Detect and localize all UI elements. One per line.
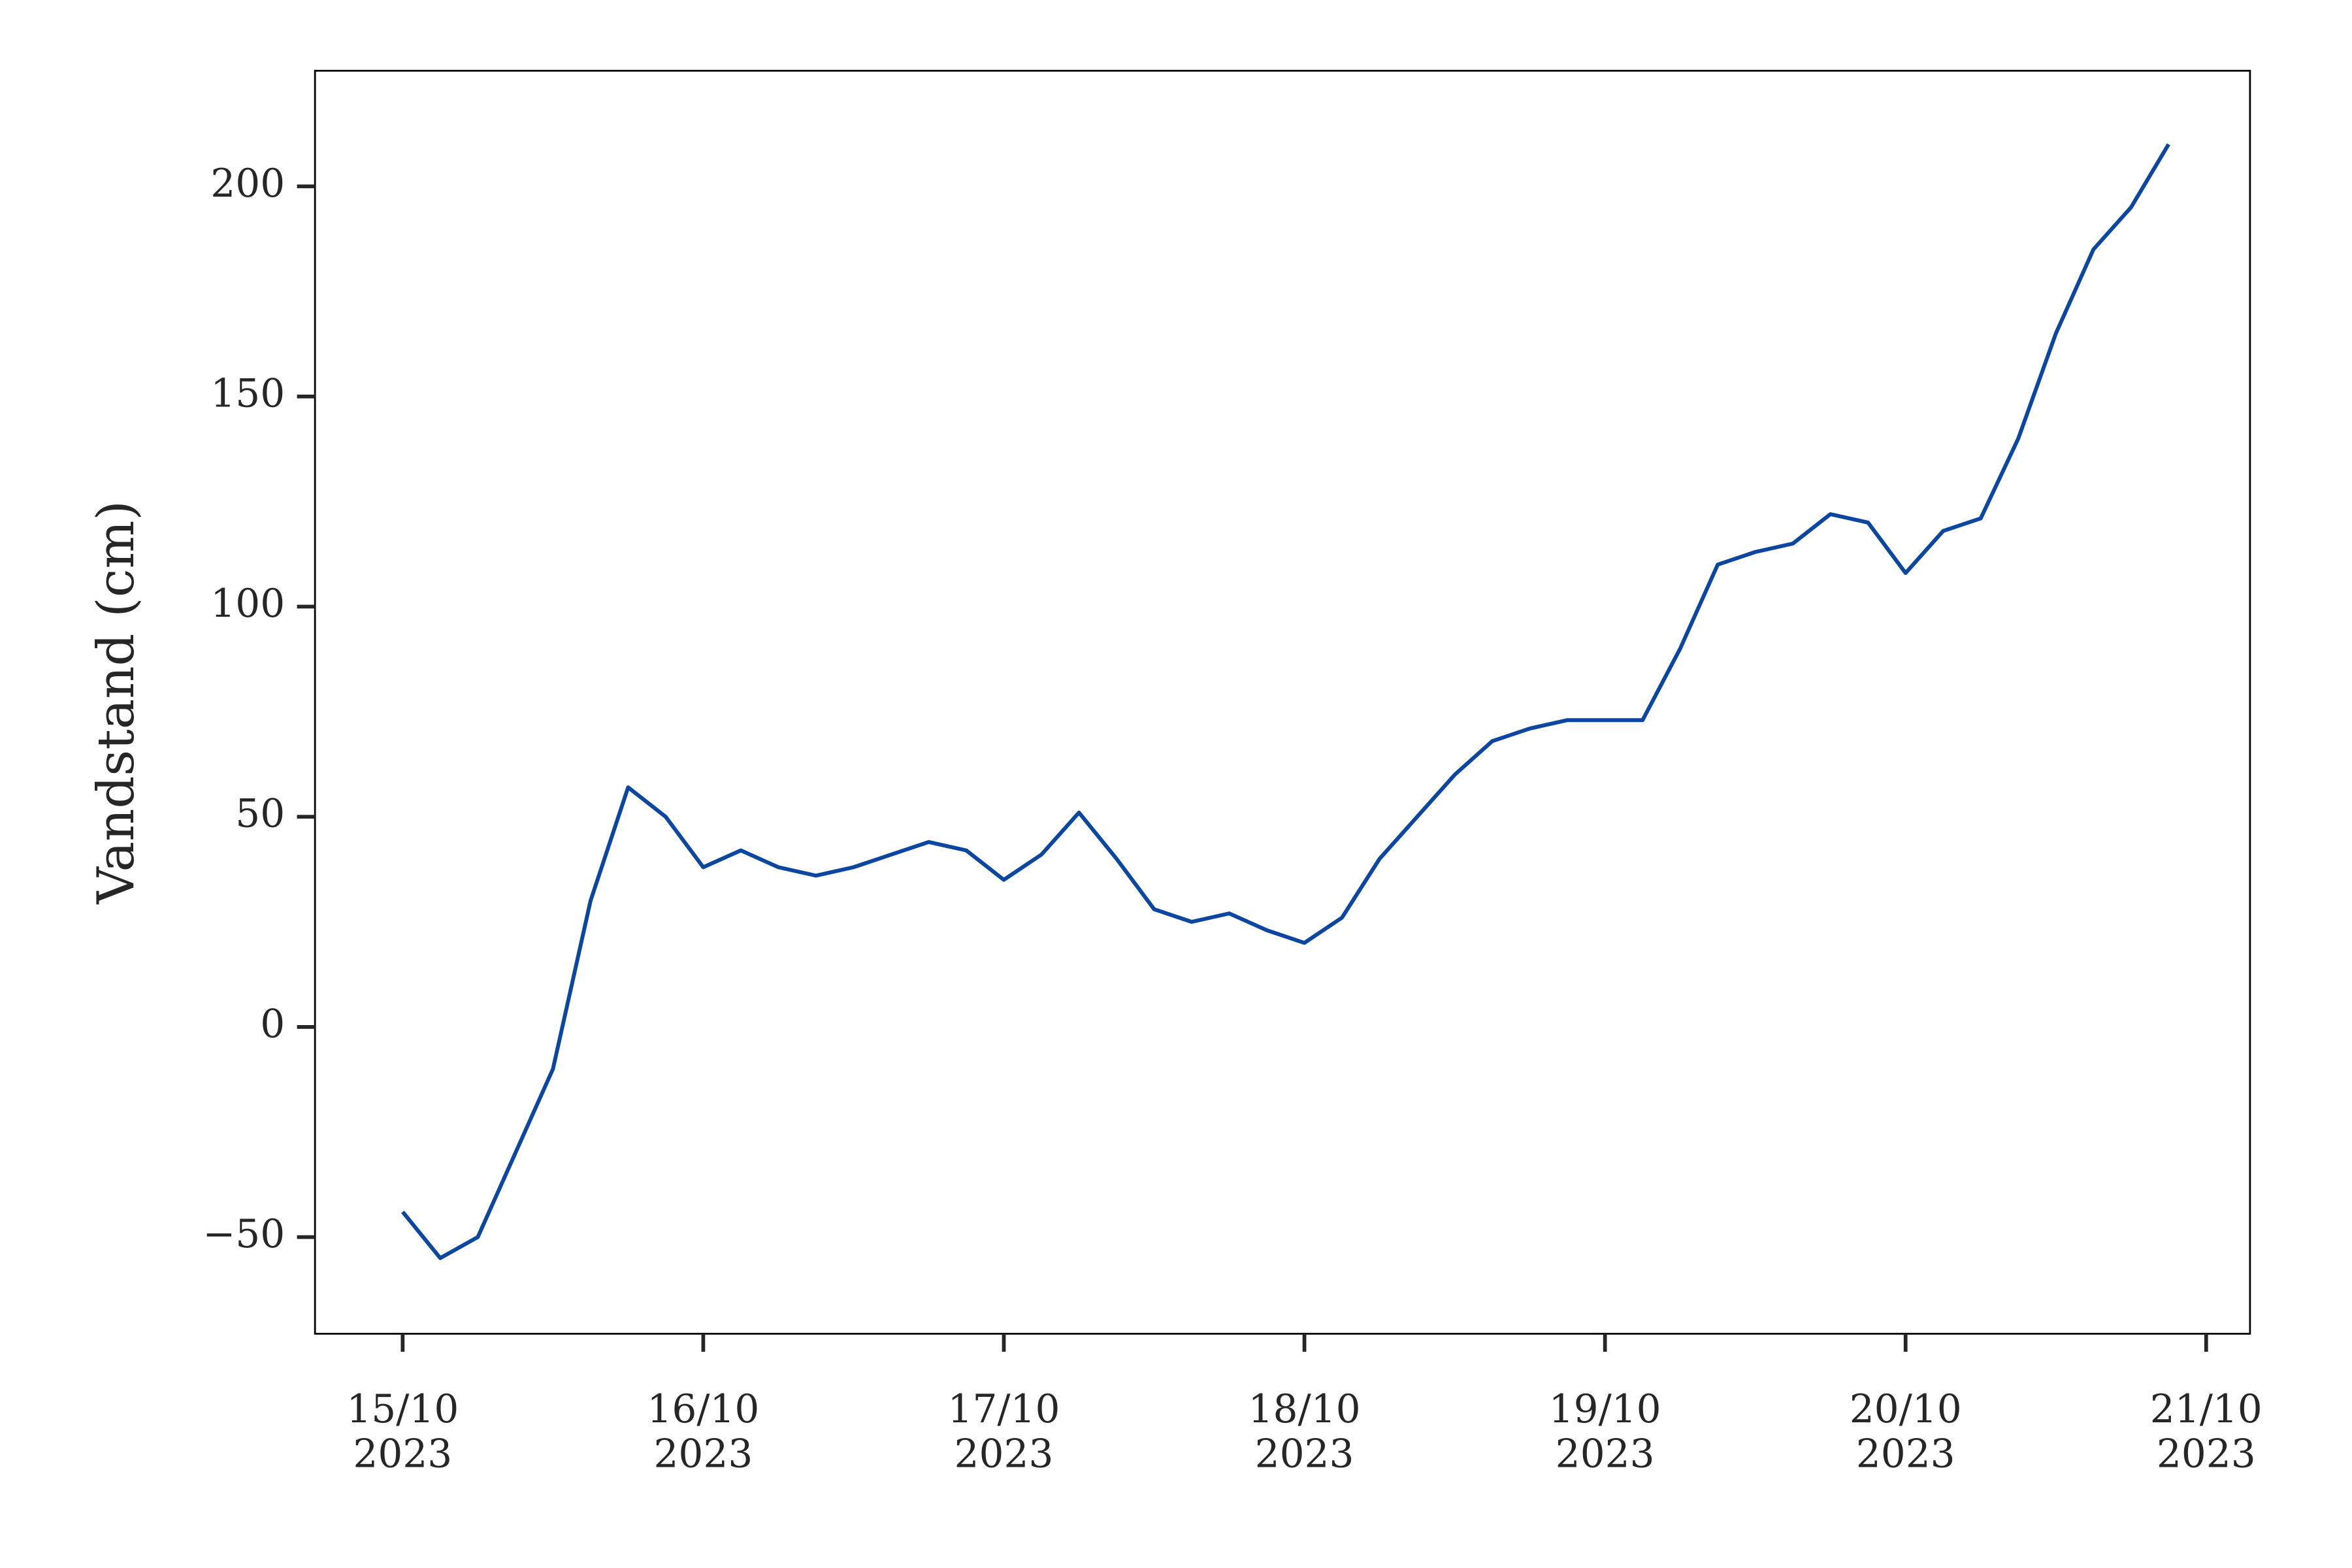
y-tick-label: 200: [210, 161, 285, 206]
plot-frame: [314, 69, 2251, 1335]
x-tick-label: 17/10 2023: [947, 1387, 1060, 1477]
line-series: [401, 143, 2170, 1260]
y-tick-label: 100: [210, 581, 285, 627]
y-tick-label: 50: [235, 792, 285, 837]
x-tick-label: 18/10 2023: [1249, 1387, 1361, 1477]
x-tick-label: 16/10 2023: [647, 1387, 759, 1477]
y-tick-label: −50: [203, 1212, 285, 1257]
y-tick-label: 0: [260, 1002, 285, 1047]
y-tick-label: 150: [210, 371, 285, 416]
x-tick-label: 20/10 2023: [1850, 1387, 1962, 1477]
x-tick-label: 15/10 2023: [346, 1387, 459, 1477]
x-tick-label: 21/10 2023: [2150, 1387, 2262, 1477]
y-axis-label: Vandstand (cm): [87, 500, 146, 905]
x-tick-label: 19/10 2023: [1549, 1387, 1661, 1477]
